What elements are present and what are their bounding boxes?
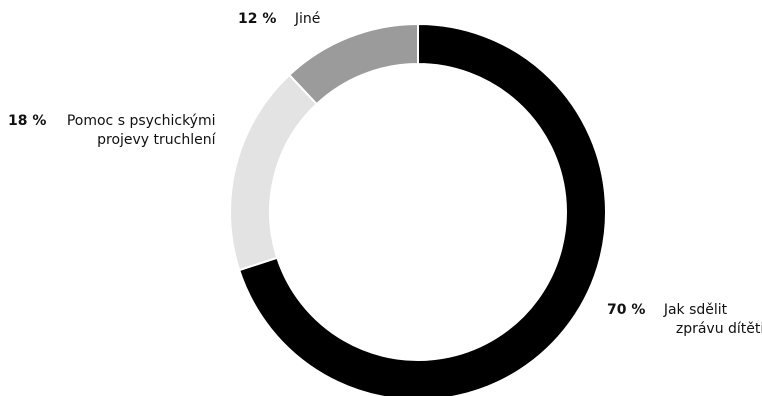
slice-category: Pomoc s psychickými projevy truchlení [67,112,216,150]
donut-slice-2 [287,22,419,106]
slice-percent: 12 % [238,11,277,27]
slice-category-line: zprávu dítěti [675,321,762,337]
slice-category: Jiné [294,11,321,27]
slice-category-line: Pomoc s psychickými [66,113,216,129]
donut-slice-1 [229,73,319,272]
slice-category-line: projevy truchlení [97,132,216,148]
slice-label-pomoc: 18 % Pomoc s psychickými projevy truchle… [8,112,216,150]
slice-percent: 70 % [607,302,646,318]
slice-category: Jak sdělit zprávu dítěti [664,301,762,339]
slice-label-jak-sdelit: 70 % Jak sdělit zprávu dítěti [607,301,762,339]
donut-slices [229,22,607,396]
slice-category-line: Jak sdělit [663,302,728,318]
slice-percent: 18 % [8,113,47,129]
donut-slice-0 [237,22,607,396]
slice-label-jine: 12 % Jiné [238,10,320,29]
